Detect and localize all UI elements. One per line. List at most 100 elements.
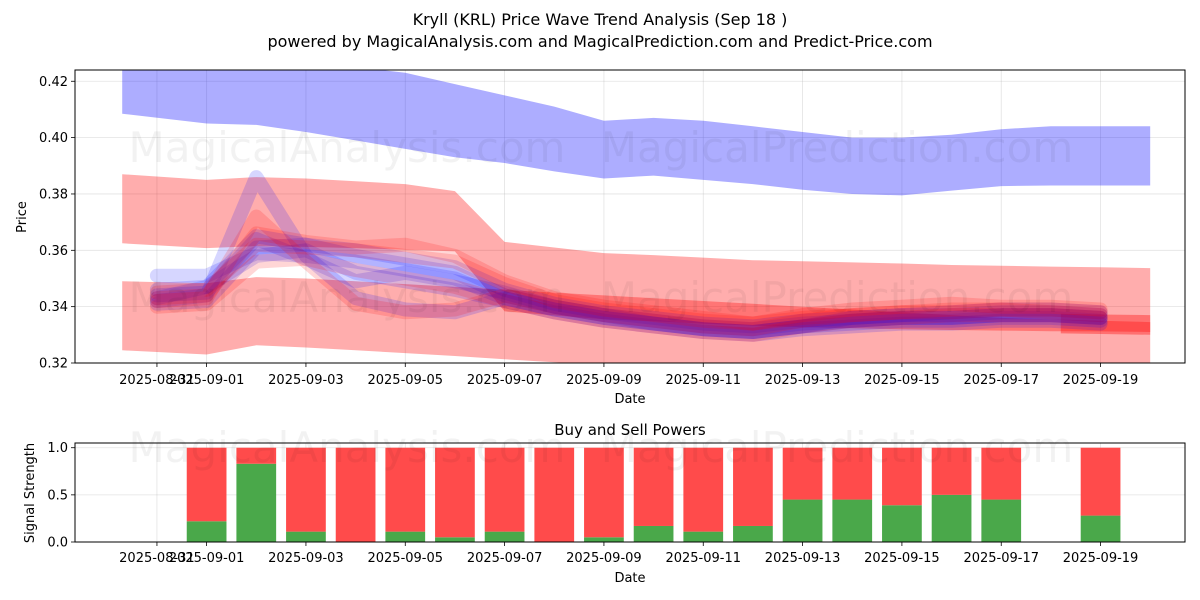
sell-bar — [236, 447, 277, 464]
price-axes: 0.320.340.360.380.400.422025-08-312025-0… — [39, 75, 1138, 388]
buy-bar — [683, 531, 724, 542]
sell-bar — [335, 447, 376, 542]
signal-x-axis-label: Date — [614, 571, 645, 586]
price-x-tick-label: 2025-09-13 — [765, 373, 841, 388]
price-grid — [75, 70, 1185, 364]
wave-7 — [149, 209, 1108, 337]
wave-3 — [149, 246, 1108, 339]
wave-10 — [149, 226, 1108, 331]
signal-x-tick-label: 2025-09-09 — [566, 551, 642, 566]
signal-watermarks: MagicalAnalysis.com MagicalPrediction.co… — [129, 423, 1074, 472]
price-y-tick-label: 0.42 — [39, 75, 68, 90]
signal-x-tick-label: 2025-09-15 — [864, 551, 940, 566]
signal-x-tick-label: 2025-09-03 — [268, 551, 344, 566]
sell-bar — [981, 447, 1022, 500]
price-y-tick-label: 0.36 — [39, 244, 68, 259]
signal-x-tick-label: 2025-09-07 — [467, 551, 543, 566]
sell-bar — [286, 447, 326, 532]
sell-bar — [385, 447, 426, 532]
signal-axes-frame — [74, 442, 1186, 543]
sell-bar — [782, 447, 823, 500]
buy-bar — [236, 463, 277, 542]
signal-x-tick-label: 2025-09-11 — [665, 551, 741, 566]
buy-bar — [186, 521, 227, 542]
red-tail-band — [1060, 313, 1151, 335]
price-x-tick-label: 2025-09-05 — [367, 373, 443, 388]
price-x-tick-label: 2025-09-01 — [169, 373, 245, 388]
buy-bar — [782, 499, 823, 542]
price-y-tick-label: 0.34 — [39, 300, 68, 315]
signal-x-tick-label: 2025-09-05 — [367, 551, 443, 566]
price-plot-area — [75, 70, 1185, 363]
chart-subtitle: powered by MagicalAnalysis.com and Magic… — [267, 32, 932, 51]
sell-bar — [832, 447, 873, 500]
red-lower-band — [122, 277, 1151, 363]
wave-2 — [149, 229, 1108, 337]
sell-bar — [633, 447, 674, 526]
signal-y-tick-label: 1.0 — [47, 441, 68, 456]
buy-bar — [1080, 515, 1121, 542]
signal-x-tick-label: 2025-09-17 — [963, 551, 1039, 566]
signal-y-axis-label: Signal Strength — [23, 443, 38, 543]
red-upper-band — [122, 174, 1151, 332]
price-x-tick-label: 2025-09-03 — [268, 373, 344, 388]
buy-bar — [385, 531, 426, 542]
price-x-axis-label: Date — [614, 392, 645, 407]
sell-bar — [534, 447, 575, 542]
chart-title: Kryll (KRL) Price Wave Trend Analysis (S… — [413, 10, 788, 29]
price-x-tick-label: 2025-09-15 — [864, 373, 940, 388]
price-panel: MagicalAnalysis.com MagicalPrediction.co… — [15, 69, 1186, 407]
buy-bar — [633, 525, 674, 542]
price-y-tick-label: 0.32 — [39, 357, 68, 372]
price-x-tick-label: 2025-09-19 — [1063, 373, 1139, 388]
signal-panel-title: Buy and Sell Powers — [554, 421, 706, 439]
buy-bar — [981, 499, 1022, 542]
price-x-tick-label: 2025-09-11 — [665, 373, 741, 388]
price-x-tick-label: 2025-09-17 — [963, 373, 1039, 388]
signal-x-tick-label: 2025-08-31 — [119, 551, 195, 566]
buy-bar — [931, 494, 972, 542]
buy-bar — [584, 537, 624, 542]
price-y-tick-label: 0.40 — [39, 131, 68, 146]
signal-y-tick-label: 0.0 — [47, 536, 68, 551]
watermark-prediction-mid: MagicalPrediction.com — [601, 273, 1074, 322]
signal-y-tick-label: 0.5 — [47, 488, 68, 503]
price-x-tick-label: 2025-09-07 — [467, 373, 543, 388]
price-x-tick-label: 2025-08-31 — [119, 373, 195, 388]
signal-x-tick-label: 2025-09-01 — [169, 551, 245, 566]
buy-bar — [484, 531, 525, 542]
watermark-analysis-top: MagicalAnalysis.com — [129, 123, 566, 172]
blue-upper-band — [122, 70, 1151, 196]
buy-bar — [435, 537, 475, 542]
sell-bar — [584, 447, 624, 538]
watermark-prediction-bottom: MagicalPrediction.com — [601, 423, 1074, 472]
watermark-analysis-bottom: MagicalAnalysis.com — [129, 423, 566, 472]
signal-panel: Buy and Sell Powers MagicalAnalysis.com … — [23, 421, 1186, 586]
sell-bar — [435, 447, 475, 538]
wave-8 — [149, 237, 1108, 331]
sell-bar — [931, 447, 972, 495]
buy-bar — [733, 525, 773, 542]
sell-bar — [1080, 447, 1121, 516]
signal-bars — [186, 447, 1121, 542]
signal-x-tick-label: 2025-09-13 — [765, 551, 841, 566]
wave-6 — [149, 232, 1108, 339]
price-watermarks: MagicalAnalysis.com MagicalPrediction.co… — [129, 123, 1074, 322]
price-y-axis-label: Price — [15, 201, 30, 233]
wave-5 — [149, 243, 1108, 342]
wave-1 — [149, 170, 1108, 339]
price-y-tick-label: 0.38 — [39, 187, 68, 202]
price-x-tick-label: 2025-09-09 — [566, 373, 642, 388]
buy-bar — [286, 531, 326, 542]
sell-bar — [186, 447, 227, 522]
sell-bar — [683, 447, 724, 532]
watermark-analysis-mid: MagicalAnalysis.com — [129, 273, 566, 322]
sell-bar — [882, 447, 922, 506]
wave-9 — [149, 251, 1108, 342]
price-axes-frame — [74, 69, 1186, 364]
wave-4 — [149, 237, 1108, 334]
buy-bar — [882, 505, 922, 542]
buy-bar — [832, 499, 873, 542]
